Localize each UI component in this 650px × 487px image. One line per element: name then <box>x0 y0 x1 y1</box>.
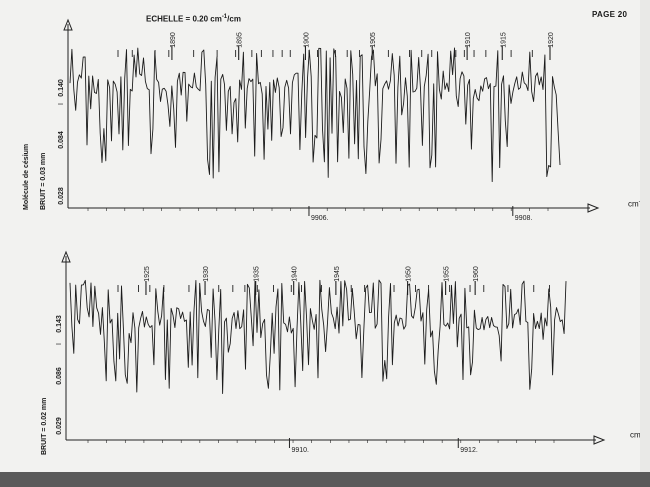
line-number-label-1-6: 1955 <box>444 266 451 282</box>
intensity-mark-0: I <box>58 103 65 105</box>
y-tick-label-0-2: 0.028 <box>58 187 65 205</box>
y-axis-arrow-0 <box>63 18 73 31</box>
scale-text: ECHELLE = 0.20 cm <box>146 14 222 24</box>
scanner-right-edge <box>640 0 650 472</box>
y-tick-label-1-0: 0.143 <box>56 315 63 333</box>
line-number-label-0-6: 1920 <box>548 32 555 48</box>
y-tick-label-0-1: 0.084 <box>58 131 65 149</box>
x-tick-label-0-0: 9906. <box>311 215 329 222</box>
line-number-label-0-3: 1905 <box>370 32 377 48</box>
line-number-label-1-3: 1940 <box>292 266 299 282</box>
line-number-label-1-1: 1930 <box>203 266 210 282</box>
spectrum-trace-1 <box>69 279 567 394</box>
line-number-label-0-2: 1900 <box>303 32 310 48</box>
unit-label-bottom: cm <box>630 430 641 440</box>
scale-exponent: -1 <box>221 14 228 20</box>
page-number-label: PAGE 20 <box>592 10 628 19</box>
x-axis-arrow-0 <box>587 203 600 213</box>
line-number-label-0-4: 1910 <box>465 32 472 48</box>
scale-tail: /cm <box>227 14 241 24</box>
x-tick-label-0-1: 9908. <box>515 215 533 222</box>
x-axis-arrow-1 <box>593 435 606 445</box>
line-number-label-0-1: 1895 <box>237 32 244 48</box>
line-number-label-1-7: 1960 <box>473 266 480 282</box>
spectrum-trace-0 <box>69 47 561 183</box>
unit-text-top: cm <box>628 199 639 209</box>
line-number-label-1-2: 1935 <box>254 266 261 282</box>
line-number-label-1-5: 1950 <box>406 266 413 282</box>
unit-text-bottom: cm <box>630 430 641 440</box>
intensity-mark-1: I <box>56 343 63 345</box>
scale-label: ECHELLE = 0.20 cm-1/cm <box>146 14 241 24</box>
line-number-label-1-4: 1945 <box>334 266 341 282</box>
y-tick-label-1-1: 0.086 <box>56 367 63 385</box>
x-tick-label-1-0: 9910. <box>291 447 309 454</box>
y-tick-label-0-0: 0.140 <box>58 79 65 97</box>
line-number-label-0-5: 1915 <box>500 32 507 48</box>
scanner-bottom-edge <box>0 472 650 487</box>
y-axis-arrow-1 <box>61 250 71 263</box>
line-number-label-0-0: 1890 <box>170 32 177 48</box>
x-tick-label-1-1: 9912. <box>460 447 478 454</box>
line-number-label-1-0: 1925 <box>144 266 151 282</box>
y-tick-label-1-2: 0.029 <box>56 417 63 435</box>
